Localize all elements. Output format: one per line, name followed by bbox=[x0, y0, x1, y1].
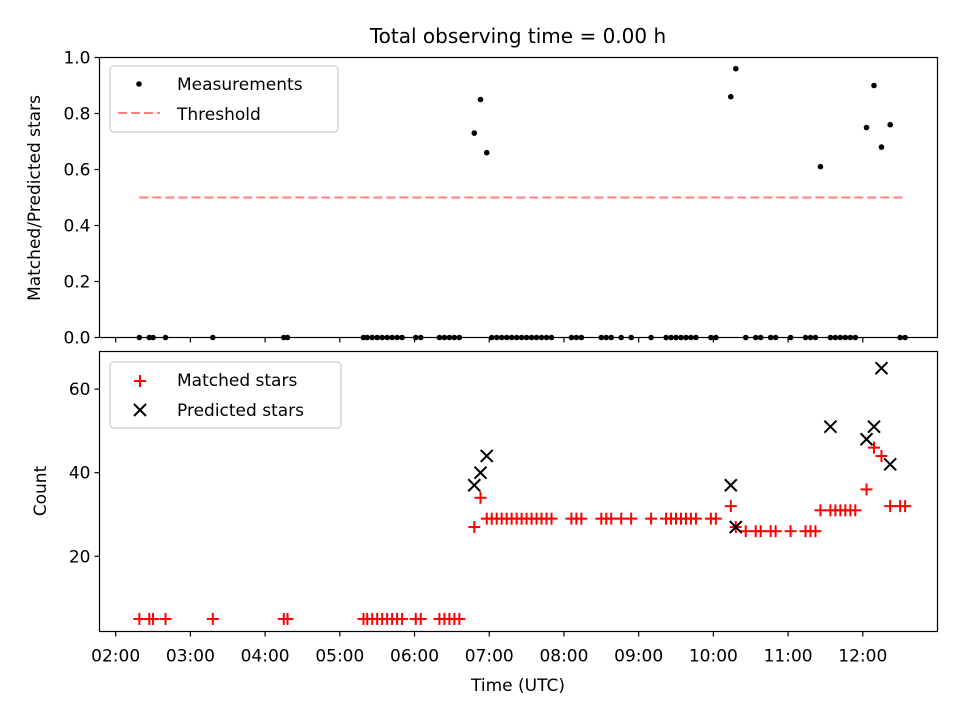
x-tick-label: 10:00 bbox=[689, 647, 738, 667]
y-tick-label-count: 20 bbox=[69, 547, 91, 567]
predicted-star-point bbox=[473, 465, 488, 480]
y-tick-label-ratio: 0.8 bbox=[63, 105, 90, 125]
predicted-star-point bbox=[724, 478, 738, 492]
matched-star-point bbox=[474, 491, 487, 504]
panel-counts: Count Time (UTC) 20 40 60 02:00 03:00 04:00 0… bbox=[31, 350, 939, 696]
matched-star-point bbox=[867, 441, 880, 454]
y-tick-label-count: 40 bbox=[69, 464, 91, 484]
matched-star-point bbox=[468, 521, 481, 534]
x-tick-label: 07:00 bbox=[465, 647, 514, 667]
matched-star-point bbox=[724, 500, 737, 513]
y-tick-label-ratio: 0.4 bbox=[63, 217, 90, 237]
predicted-star-point bbox=[883, 457, 897, 472]
legend-box-ratio bbox=[109, 65, 339, 133]
matched-star-point bbox=[281, 612, 294, 625]
x-tick-label: 09:00 bbox=[614, 647, 663, 667]
x-tick-label: 11:00 bbox=[764, 647, 813, 667]
measurement-point bbox=[871, 82, 877, 89]
y-axis-label-count: Count bbox=[31, 465, 51, 516]
measurement-point bbox=[863, 124, 870, 131]
x-tick-label: 05:00 bbox=[315, 647, 364, 667]
matched-star-point bbox=[860, 483, 873, 496]
legend-marker-measurements bbox=[136, 81, 142, 87]
measurement-point bbox=[728, 93, 734, 100]
predicted-star-point bbox=[823, 420, 838, 434]
matched-star-point bbox=[625, 512, 638, 525]
y-tick-label-ratio: 0.0 bbox=[63, 329, 90, 349]
matched-star-point bbox=[575, 512, 588, 525]
matched-star-point bbox=[645, 512, 658, 525]
predicted-star-point bbox=[859, 432, 874, 446]
plot-frame-ratio bbox=[98, 56, 939, 339]
measurement-point bbox=[887, 121, 893, 128]
measurement-point bbox=[471, 130, 478, 136]
matched-star-point bbox=[453, 612, 466, 625]
y-tick-label-ratio: 0.2 bbox=[63, 273, 90, 293]
legend-marker-matched bbox=[134, 375, 146, 387]
matched-star-point bbox=[769, 525, 782, 538]
measurement-point bbox=[483, 149, 490, 156]
legend-label-threshold: Threshold bbox=[176, 105, 261, 125]
y-tick-label-ratio: 1.0 bbox=[63, 49, 90, 69]
x-axis-label: Time (UTC) bbox=[470, 676, 565, 696]
chart-title: Total observing time = 0.00 h bbox=[369, 24, 666, 48]
predicted-star-point bbox=[729, 520, 743, 534]
matched-star-point bbox=[809, 525, 822, 538]
predicted-star-point bbox=[867, 420, 881, 434]
legend-label-predicted: Predicted stars bbox=[177, 401, 304, 421]
matched-star-point bbox=[689, 512, 702, 525]
legend-count: Matched stars Predicted stars bbox=[109, 361, 342, 429]
y-tick-label-count: 60 bbox=[69, 380, 91, 400]
measurement-point bbox=[477, 96, 484, 103]
matched-star-point bbox=[159, 612, 172, 625]
x-tick-label: 02:00 bbox=[91, 647, 140, 667]
matched-star-point bbox=[784, 525, 797, 538]
legend-ratio: Measurements Threshold bbox=[109, 65, 339, 133]
matched-star-point bbox=[396, 612, 409, 625]
measurement-point bbox=[732, 65, 739, 72]
matched-star-point bbox=[147, 612, 160, 625]
legend-label-measurements: Measurements bbox=[177, 75, 303, 95]
legend-box-count bbox=[109, 361, 342, 429]
matched-star-point bbox=[206, 612, 219, 625]
y-tick-label-ratio: 0.6 bbox=[63, 161, 90, 181]
matched-star-point bbox=[849, 504, 862, 517]
matched-star-point bbox=[899, 500, 912, 513]
legend-label-matched: Matched stars bbox=[177, 371, 297, 391]
matched-star-point bbox=[414, 612, 427, 625]
matched-star-point bbox=[709, 512, 722, 525]
matched-star-point bbox=[545, 512, 558, 525]
x-tick-label: 03:00 bbox=[166, 647, 215, 667]
plot-frame-count bbox=[98, 350, 939, 633]
predicted-star-point bbox=[874, 361, 889, 375]
legend-marker-predicted bbox=[133, 403, 147, 417]
x-tick-label: 06:00 bbox=[390, 647, 439, 667]
y-axis-label-ratio: Matched/Predicted stars bbox=[25, 95, 45, 301]
x-tick-label: 12:00 bbox=[838, 647, 887, 667]
x-tick-label: 04:00 bbox=[241, 647, 290, 667]
predicted-star-point bbox=[480, 449, 494, 463]
matched-star-point bbox=[875, 449, 888, 462]
measurement-point bbox=[878, 144, 885, 150]
panel-ratio: Total observing time = 0.00 h Matched/Pr… bbox=[25, 24, 939, 349]
x-tick-label: 08:00 bbox=[539, 647, 588, 667]
measurement-point bbox=[817, 163, 824, 170]
predicted-star-point bbox=[467, 478, 482, 492]
